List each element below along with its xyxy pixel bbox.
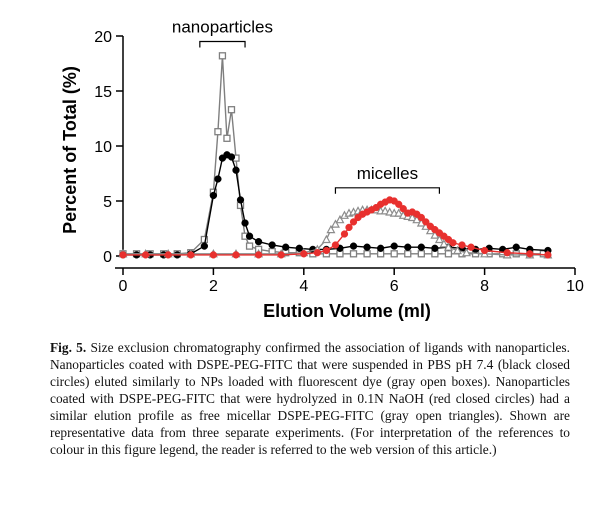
data-point bbox=[394, 208, 404, 217]
data-point bbox=[223, 134, 231, 142]
data-point bbox=[227, 153, 236, 161]
data-point bbox=[439, 239, 449, 248]
figure-caption: Fig. 5. Size exclusion chromatography co… bbox=[50, 339, 570, 458]
data-point bbox=[349, 250, 358, 258]
x-tick-label: 2 bbox=[209, 278, 218, 295]
data-point bbox=[404, 250, 412, 258]
data-point bbox=[467, 243, 475, 251]
data-point bbox=[209, 251, 218, 259]
series-3 bbox=[119, 196, 552, 259]
data-point bbox=[345, 223, 353, 232]
data-point bbox=[458, 241, 466, 249]
data-point bbox=[390, 250, 398, 258]
y-tick-label: 15 bbox=[94, 84, 112, 101]
data-point bbox=[399, 205, 407, 213]
y-tick-label: 10 bbox=[94, 139, 112, 156]
data-point bbox=[544, 251, 552, 259]
data-point bbox=[214, 175, 222, 183]
data-point bbox=[209, 191, 218, 200]
data-point bbox=[245, 242, 254, 250]
data-point bbox=[422, 218, 430, 226]
x-tick-label: 10 bbox=[566, 278, 584, 295]
size-exclusion-chart: 0 2 4 6 8 10 0 5 10 15 20 nanoparticles micelles El… bbox=[60, 18, 584, 322]
data-point bbox=[390, 242, 398, 250]
annotations: nanoparticles micelles bbox=[172, 18, 440, 194]
data-point bbox=[300, 250, 308, 258]
data-point bbox=[363, 243, 371, 251]
data-point bbox=[295, 244, 303, 252]
x-tick-label: 8 bbox=[480, 278, 489, 295]
axes: 0 2 4 6 8 10 0 5 10 15 20 bbox=[94, 29, 584, 295]
data-point bbox=[254, 238, 263, 246]
data-point bbox=[322, 246, 331, 255]
x-tick-label: 0 bbox=[119, 278, 128, 295]
data-point bbox=[214, 128, 222, 136]
data-point bbox=[326, 224, 336, 234]
data-point bbox=[417, 243, 425, 251]
y-tick-label: 0 bbox=[103, 249, 112, 266]
data-point bbox=[241, 219, 249, 227]
data-point bbox=[254, 251, 263, 259]
series-line bbox=[123, 153, 548, 256]
data-point bbox=[376, 244, 385, 252]
data-point bbox=[232, 251, 240, 259]
data-point bbox=[449, 239, 457, 247]
data-point bbox=[395, 200, 403, 208]
data-point bbox=[526, 250, 534, 258]
data-point bbox=[380, 206, 390, 215]
data-point bbox=[431, 244, 439, 252]
data-point bbox=[277, 251, 285, 259]
data-point bbox=[385, 207, 395, 216]
y-tick-label: 20 bbox=[94, 29, 112, 46]
y-axis-label: Percent of Total (%) bbox=[60, 66, 80, 234]
data-point bbox=[227, 106, 236, 114]
data-point bbox=[313, 249, 322, 257]
data-point bbox=[200, 242, 209, 250]
annotation-label: micelles bbox=[357, 164, 418, 183]
data-point bbox=[480, 246, 489, 255]
data-point bbox=[349, 218, 358, 226]
figure-label: Fig. 5. bbox=[50, 340, 87, 355]
data-point bbox=[282, 243, 290, 251]
data-point bbox=[232, 166, 240, 174]
data-point bbox=[503, 249, 511, 257]
data-point bbox=[119, 251, 127, 259]
data-point bbox=[187, 251, 195, 259]
annotation-label: nanoparticles bbox=[172, 18, 273, 37]
data-point bbox=[434, 234, 444, 244]
data-point bbox=[236, 196, 245, 204]
annotation-bracket bbox=[334, 187, 440, 194]
x-tick-label: 4 bbox=[299, 278, 308, 295]
x-tick-label: 6 bbox=[390, 278, 399, 295]
data-point bbox=[245, 232, 254, 240]
data-point bbox=[443, 242, 453, 251]
data-point bbox=[340, 230, 349, 238]
data-point bbox=[417, 213, 425, 222]
y-tick-label: 5 bbox=[103, 194, 112, 211]
data-point bbox=[141, 251, 150, 259]
data-point bbox=[404, 243, 412, 251]
data-point bbox=[363, 250, 371, 258]
x-axis-label: Elution Volume (ml) bbox=[263, 301, 431, 321]
figure-caption-text: Size exclusion chromatography confirmed … bbox=[50, 340, 570, 457]
data-point bbox=[335, 214, 345, 224]
data-point bbox=[462, 247, 472, 257]
data-point bbox=[330, 219, 340, 228]
series-layer bbox=[118, 52, 553, 259]
data-point bbox=[452, 245, 462, 255]
data-point bbox=[512, 243, 520, 251]
data-point bbox=[417, 250, 425, 258]
data-point bbox=[331, 241, 340, 249]
data-point bbox=[268, 241, 276, 249]
data-point bbox=[444, 250, 453, 258]
data-point bbox=[349, 242, 358, 250]
annotation-bracket bbox=[199, 40, 246, 48]
data-point bbox=[407, 212, 417, 222]
data-point bbox=[218, 52, 227, 60]
data-point bbox=[164, 251, 172, 259]
data-point bbox=[321, 234, 331, 244]
